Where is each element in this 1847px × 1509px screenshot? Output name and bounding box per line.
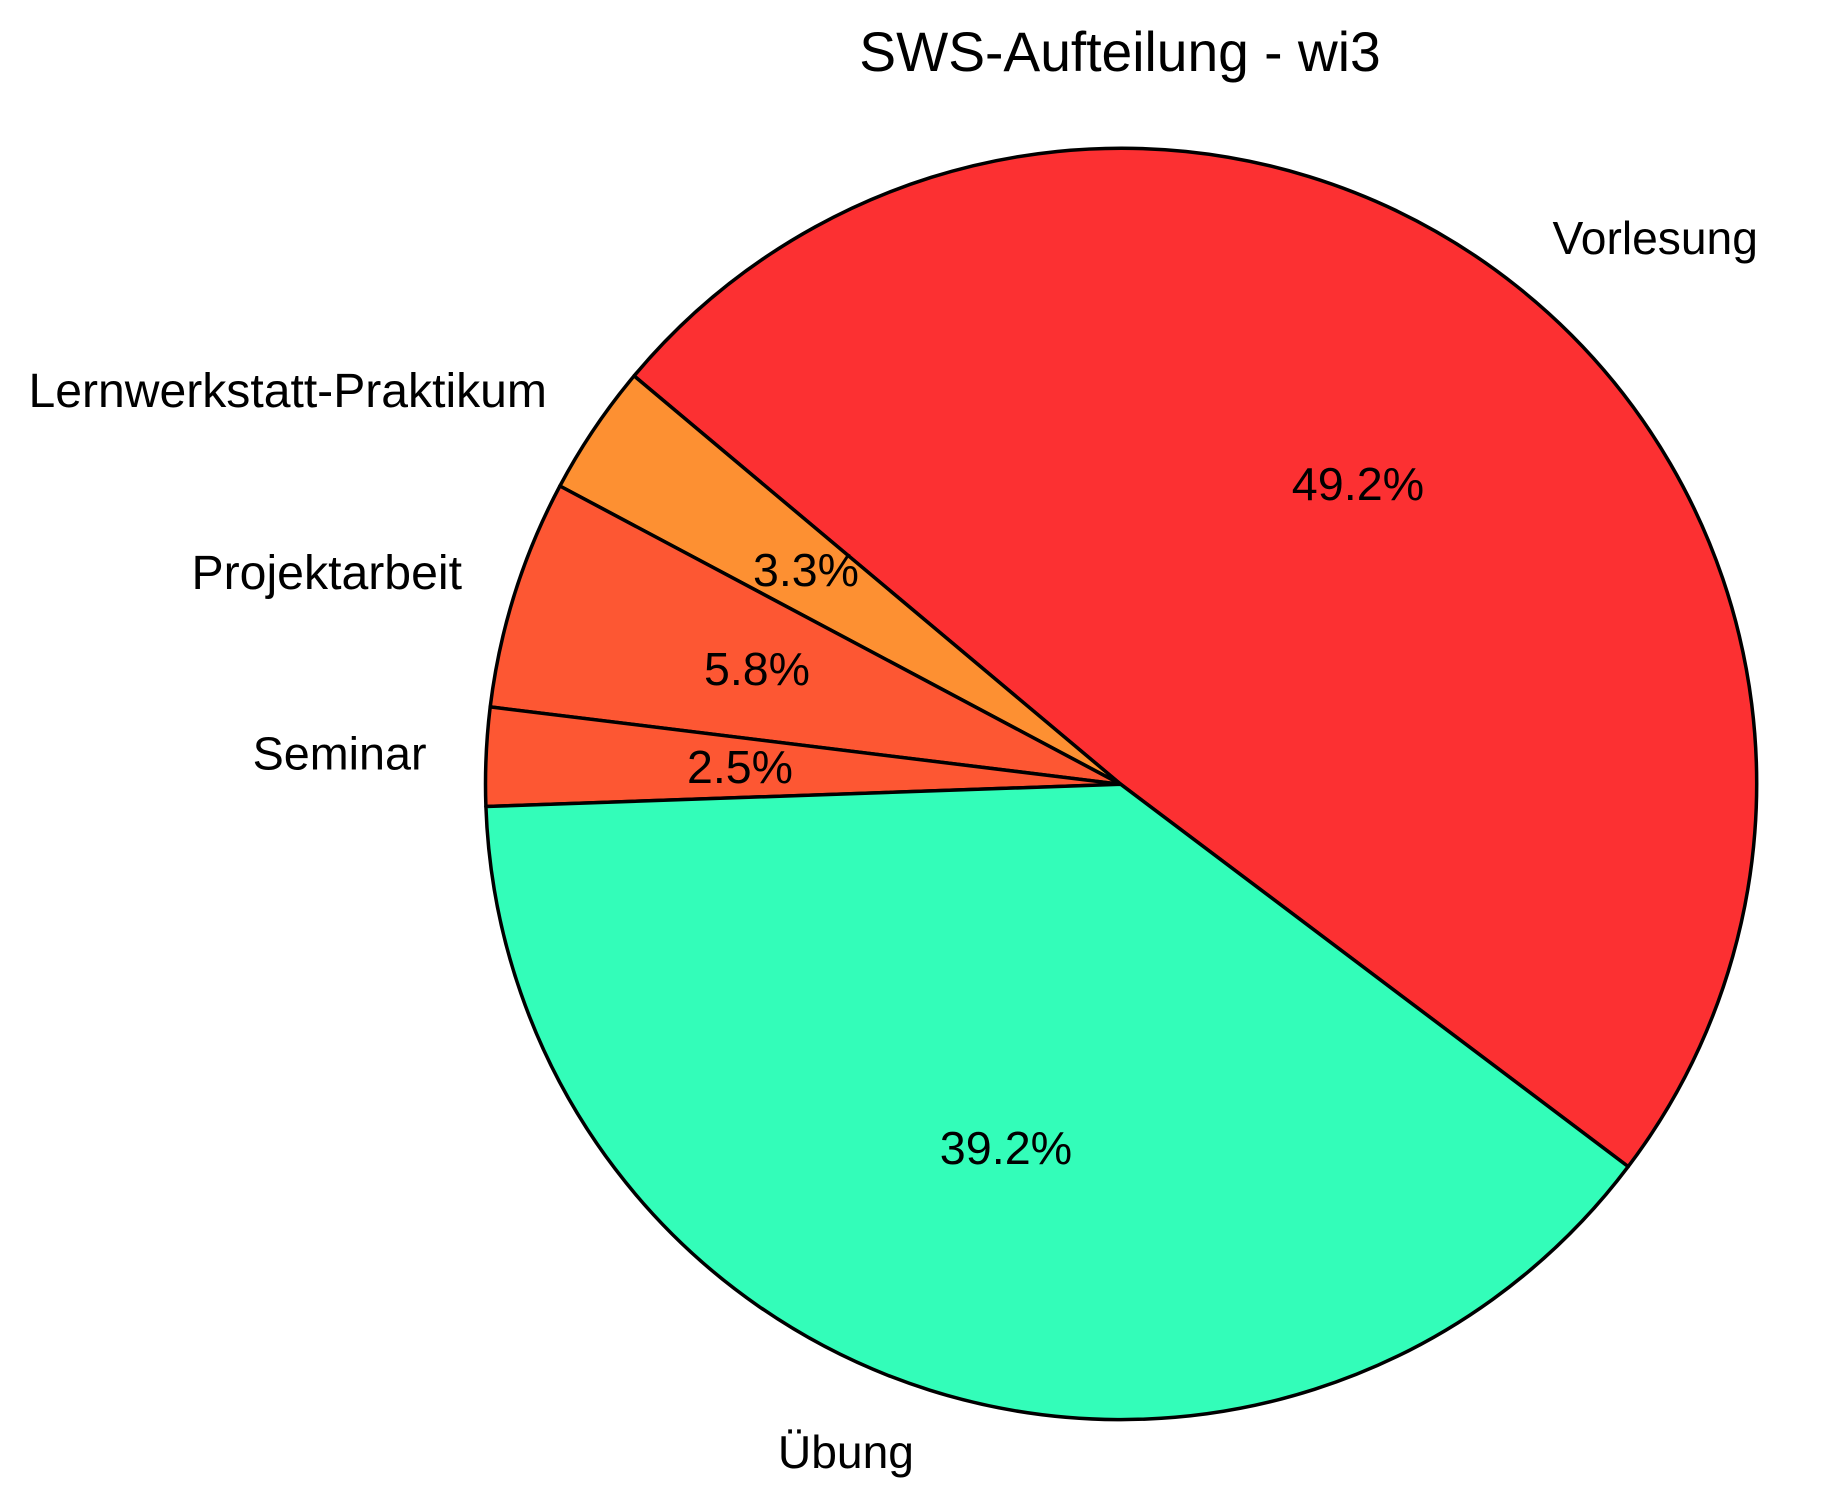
svg-text:2.5%: 2.5% <box>687 741 793 793</box>
svg-text:5.8%: 5.8% <box>704 643 810 695</box>
svg-text:39.2%: 39.2% <box>940 1122 1072 1174</box>
svg-text:Lernwerkstatt-Praktikum: Lernwerkstatt-Praktikum <box>29 364 548 418</box>
svg-text:Projektarbeit: Projektarbeit <box>191 546 462 600</box>
svg-text:49.2%: 49.2% <box>1292 458 1424 510</box>
svg-text:SWS-Aufteilung - wi3: SWS-Aufteilung - wi3 <box>859 21 1380 83</box>
svg-text:3.3%: 3.3% <box>753 544 859 596</box>
svg-text:Seminar: Seminar <box>253 728 427 780</box>
svg-text:Vorlesung: Vorlesung <box>1553 212 1758 264</box>
svg-text:Übung: Übung <box>778 1426 914 1478</box>
